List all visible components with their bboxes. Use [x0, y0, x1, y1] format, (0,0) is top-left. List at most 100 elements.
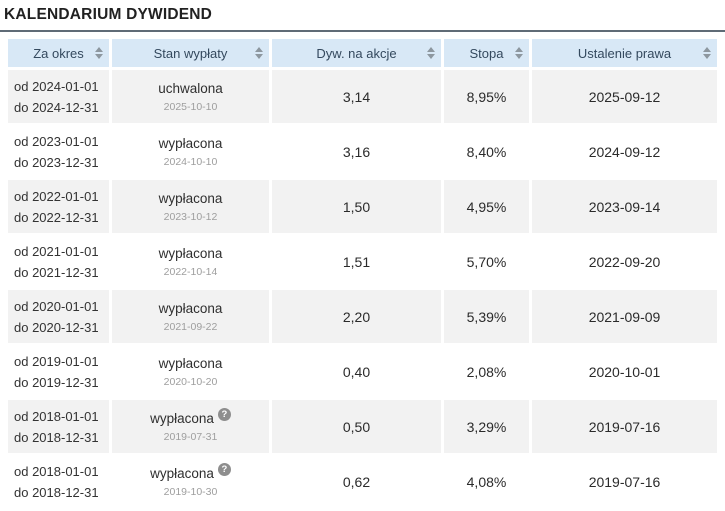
dividend-per-share-cell: 3,16 [272, 125, 441, 178]
period-cell: od 2024-01-01 do 2024-12-31 [8, 70, 109, 123]
status-cell: wypłacona ? 2020-10-20 [112, 345, 269, 398]
status-date: 2021-09-22 [163, 320, 218, 333]
column-header-za-okres[interactable]: Za okres [8, 39, 109, 67]
status-date: 2019-10-30 [163, 485, 218, 498]
yield-value: 8,40% [466, 143, 507, 160]
yield-value: 3,29% [466, 418, 507, 435]
dividend-value: 1,50 [342, 198, 371, 215]
yield-value: 2,08% [466, 363, 507, 380]
status-label: wypłacona [158, 245, 223, 261]
yield-value: 5,39% [466, 308, 507, 325]
table-row: od 2020-01-01 do 2020-12-31 wypłacona ? … [8, 290, 717, 343]
yield-value: 8,95% [466, 88, 507, 105]
table-row: od 2022-01-01 do 2022-12-31 wypłacona ? … [8, 180, 717, 233]
column-header-label: Stopa [469, 45, 504, 61]
rights-date-cell: 2019-07-16 [532, 455, 717, 508]
status-cell: wypłacona ? 2022-10-14 [112, 235, 269, 288]
period-to: do 2024-12-31 [14, 99, 99, 115]
period-to: do 2018-12-31 [14, 484, 99, 500]
rights-date-cell: 2022-09-20 [532, 235, 717, 288]
period-cell: od 2018-01-01 do 2018-12-31 [8, 455, 109, 508]
column-header-label: Dyw. na akcje [316, 45, 397, 61]
period-from: od 2018-01-01 [14, 463, 99, 479]
dividend-per-share-cell: 3,14 [272, 70, 441, 123]
table-row: od 2024-01-01 do 2024-12-31 uchwalona ? … [8, 70, 717, 123]
period-cell: od 2021-01-01 do 2021-12-31 [8, 235, 109, 288]
yield-cell: 3,29% [444, 400, 529, 453]
status-date: 2020-10-20 [163, 375, 218, 388]
dividend-value: 3,16 [342, 143, 371, 160]
dividend-per-share-cell: 0,62 [272, 455, 441, 508]
sort-icon[interactable] [703, 47, 711, 59]
column-header-label: Za okres [33, 45, 84, 61]
yield-cell: 4,95% [444, 180, 529, 233]
status-date: 2023-10-12 [163, 210, 218, 223]
period-to: do 2019-12-31 [14, 374, 99, 390]
rights-date-value: 2019-07-16 [588, 473, 661, 490]
sort-icon[interactable] [95, 47, 103, 59]
rights-date-cell: 2020-10-01 [532, 345, 717, 398]
table-row: od 2023-01-01 do 2023-12-31 wypłacona ? … [8, 125, 717, 178]
sort-icon[interactable] [427, 47, 435, 59]
table-header-row: Za okres Stan wypłaty Dyw. na akcje Stop… [8, 39, 717, 67]
dividend-value: 1,51 [342, 253, 371, 270]
rights-date-value: 2019-07-16 [588, 418, 661, 435]
rights-date-cell: 2023-09-14 [532, 180, 717, 233]
dividend-value: 2,20 [342, 308, 371, 325]
page-title: KALENDARIUM DYWIDEND [4, 6, 213, 23]
rights-date-value: 2022-09-20 [588, 253, 661, 270]
period-from: od 2021-01-01 [14, 243, 99, 259]
rights-date-cell: 2024-09-12 [532, 125, 717, 178]
rights-date-value: 2024-09-12 [588, 143, 661, 160]
sort-icon[interactable] [515, 47, 523, 59]
yield-cell: 5,70% [444, 235, 529, 288]
period-from: od 2019-01-01 [14, 353, 99, 369]
rights-date-value: 2020-10-01 [588, 363, 661, 380]
page-header: KALENDARIUM DYWIDEND [0, 0, 725, 32]
column-header-label: Ustalenie prawa [577, 45, 672, 61]
dividend-per-share-cell: 0,50 [272, 400, 441, 453]
period-from: od 2022-01-01 [14, 188, 99, 204]
yield-cell: 5,39% [444, 290, 529, 343]
yield-cell: 2,08% [444, 345, 529, 398]
table-row: od 2018-01-01 do 2018-12-31 wypłacona ? … [8, 400, 717, 453]
dividend-value: 3,14 [342, 88, 371, 105]
table-row: od 2021-01-01 do 2021-12-31 wypłacona ? … [8, 235, 717, 288]
column-header-stan-wyplaty[interactable]: Stan wypłaty [112, 39, 269, 67]
status-label: uchwalona [158, 80, 223, 96]
column-header-dyw-na-akcje[interactable]: Dyw. na akcje [272, 39, 441, 67]
rights-date-value: 2025-09-12 [588, 88, 661, 105]
status-date: 2019-07-31 [163, 430, 218, 443]
status-cell: wypłacona ? 2023-10-12 [112, 180, 269, 233]
status-cell: wypłacona ? 2019-07-31 [112, 400, 269, 453]
help-icon[interactable]: ? [217, 462, 231, 476]
yield-cell: 4,08% [444, 455, 529, 508]
status-date: 2022-10-14 [163, 265, 218, 278]
period-from: od 2018-01-01 [14, 408, 99, 424]
status-label: wypłacona [150, 465, 214, 481]
column-header-stopa[interactable]: Stopa [444, 39, 529, 67]
period-to: do 2018-12-31 [14, 429, 99, 445]
period-cell: od 2022-01-01 do 2022-12-31 [8, 180, 109, 233]
column-header-ustalenie-prawa[interactable]: Ustalenie prawa [532, 39, 717, 67]
status-cell: uchwalona ? 2025-10-10 [112, 70, 269, 123]
yield-value: 4,08% [466, 473, 507, 490]
sort-icon[interactable] [255, 47, 263, 59]
period-from: od 2023-01-01 [14, 133, 99, 149]
period-to: do 2022-12-31 [14, 209, 99, 225]
yield-value: 4,95% [466, 198, 507, 215]
dividend-value: 0,50 [342, 418, 371, 435]
table-row: od 2018-01-01 do 2018-12-31 wypłacona ? … [8, 455, 717, 508]
status-date: 2024-10-10 [163, 155, 218, 168]
dividend-per-share-cell: 0,40 [272, 345, 441, 398]
rights-date-value: 2023-09-14 [588, 198, 661, 215]
period-cell: od 2019-01-01 do 2019-12-31 [8, 345, 109, 398]
period-cell: od 2018-01-01 do 2018-12-31 [8, 400, 109, 453]
rights-date-cell: 2019-07-16 [532, 400, 717, 453]
table-row: od 2019-01-01 do 2019-12-31 wypłacona ? … [8, 345, 717, 398]
rights-date-cell: 2025-09-12 [532, 70, 717, 123]
period-cell: od 2020-01-01 do 2020-12-31 [8, 290, 109, 343]
help-icon[interactable]: ? [217, 407, 231, 421]
period-to: do 2023-12-31 [14, 154, 99, 170]
dividend-per-share-cell: 1,50 [272, 180, 441, 233]
